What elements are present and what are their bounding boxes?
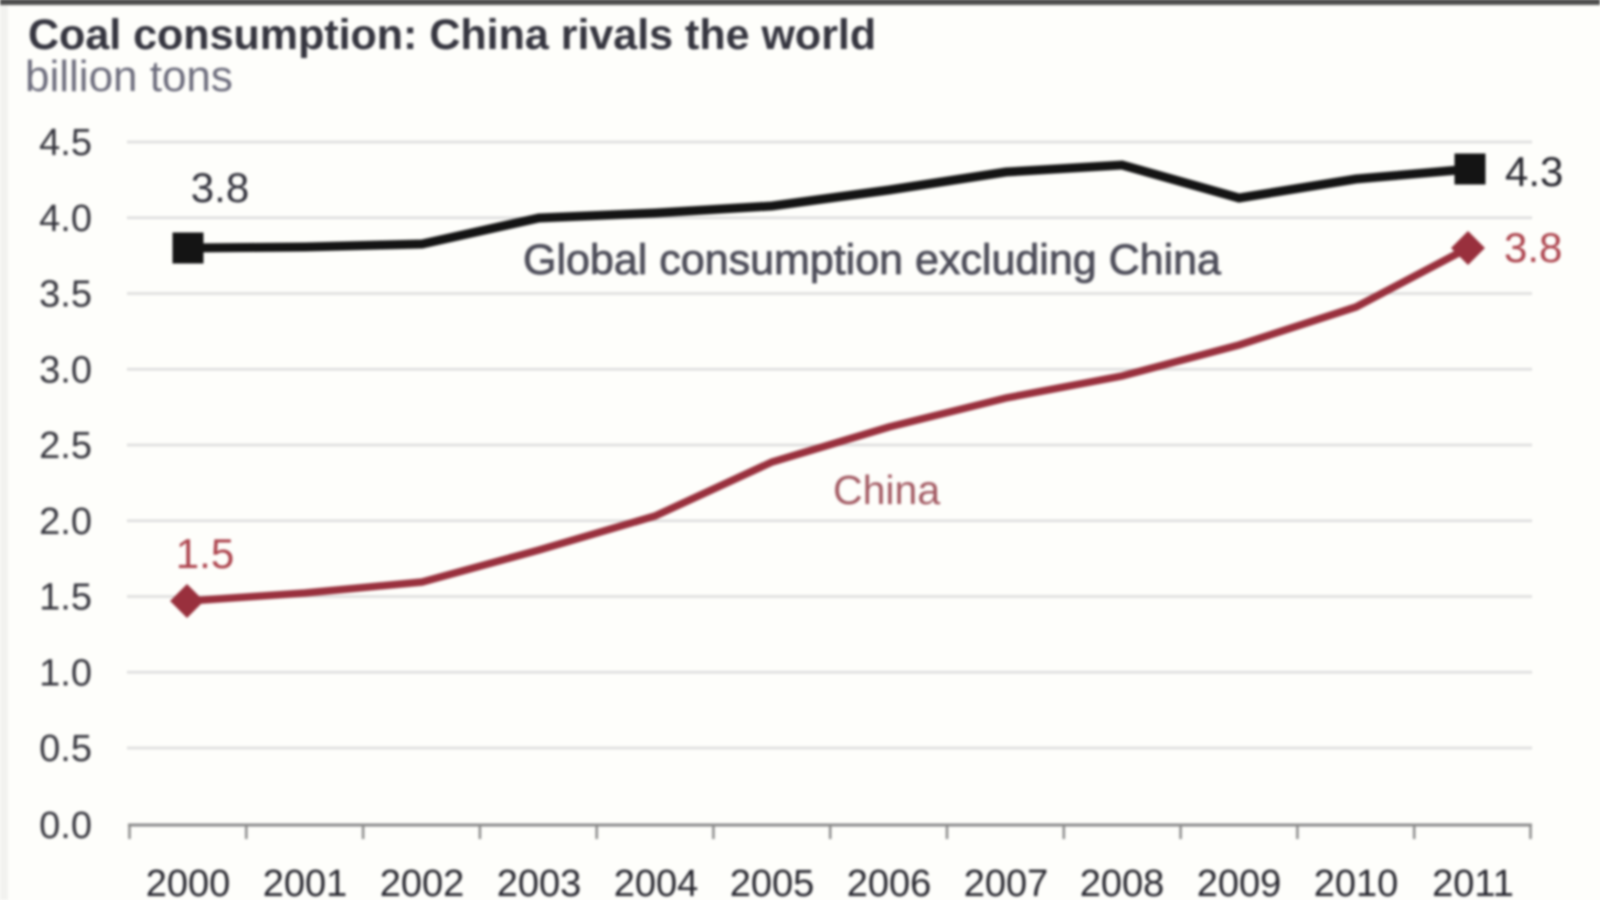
svg-text:2002: 2002 (380, 863, 465, 900)
svg-text:2011: 2011 (1432, 863, 1514, 900)
svg-text:China: China (833, 467, 940, 513)
svg-text:2009: 2009 (1197, 863, 1282, 900)
svg-text:2.5: 2.5 (39, 425, 92, 467)
svg-text:2007: 2007 (964, 863, 1049, 900)
svg-text:3.5: 3.5 (39, 274, 92, 316)
svg-text:2001: 2001 (263, 863, 348, 900)
svg-text:3.0: 3.0 (39, 349, 92, 391)
svg-text:4.5: 4.5 (39, 122, 92, 164)
svg-text:2000: 2000 (146, 863, 231, 900)
svg-text:3.8: 3.8 (1504, 224, 1562, 271)
svg-text:2006: 2006 (847, 863, 932, 900)
svg-text:3.8: 3.8 (191, 164, 249, 211)
svg-text:1.5: 1.5 (39, 577, 92, 619)
svg-text:Coal consumption: China rivals: Coal consumption: China rivals the world (28, 11, 876, 59)
svg-text:billion tons: billion tons (25, 52, 233, 101)
svg-text:2004: 2004 (614, 863, 699, 900)
svg-text:Global consumption excluding C: Global consumption excluding China (523, 236, 1221, 284)
svg-text:1.0: 1.0 (39, 652, 92, 694)
svg-text:4.0: 4.0 (39, 198, 92, 240)
svg-text:2008: 2008 (1080, 863, 1165, 900)
svg-text:2005: 2005 (730, 863, 815, 900)
svg-text:4.3: 4.3 (1505, 148, 1563, 195)
svg-text:2003: 2003 (497, 863, 582, 900)
svg-text:2.0: 2.0 (39, 501, 92, 543)
svg-text:2010: 2010 (1314, 863, 1399, 900)
svg-text:1.5: 1.5 (176, 530, 234, 577)
svg-text:0.5: 0.5 (39, 728, 92, 770)
svg-text:0.0: 0.0 (39, 805, 92, 847)
